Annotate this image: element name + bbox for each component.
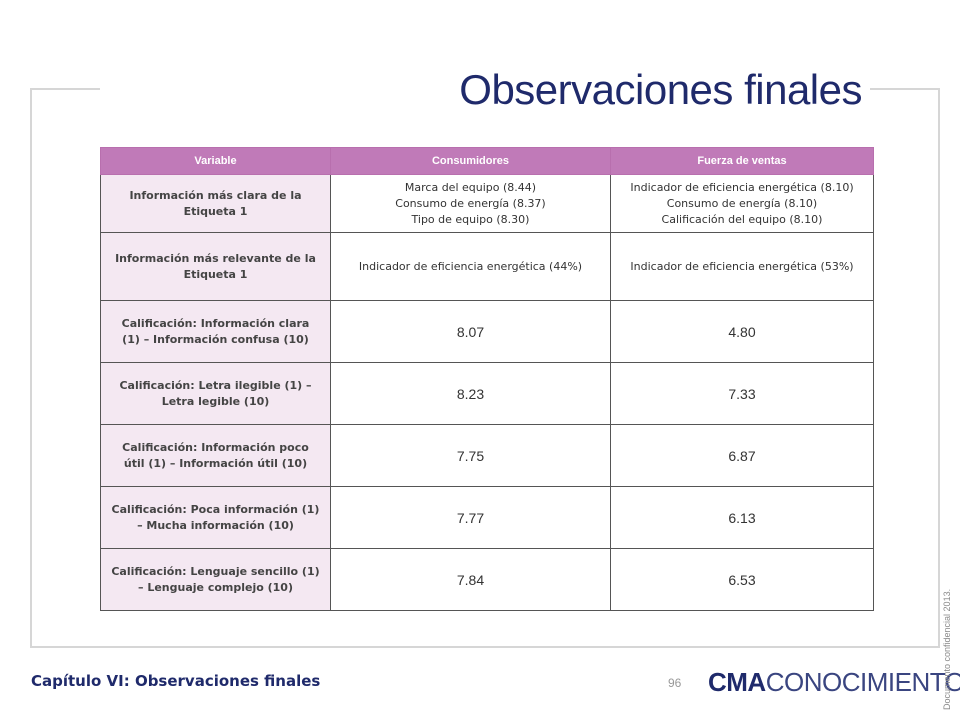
header-fuerza-de-ventas: Fuerza de ventas <box>610 147 874 175</box>
page-title: Observaciones finales <box>459 66 862 113</box>
variable-line: Calificación: Poca información (1) <box>111 502 320 516</box>
consumidores-value: 7.77 <box>330 486 611 549</box>
logo-bold-text: CMA <box>708 667 766 697</box>
consumidores-line: Marca del equipo (8.44) <box>404 180 537 194</box>
header-consumidores: Consumidores <box>330 147 611 175</box>
fuerza-value: 6.13 <box>610 486 874 549</box>
variable-line: Etiqueta 1 <box>183 267 248 281</box>
variable-cell: Calificación: Información clara (1) – In… <box>100 300 331 363</box>
variable-line: Calificación: Información poco <box>122 440 309 454</box>
variable-line: Calificación: Lenguaje sencillo (1) <box>111 564 320 578</box>
consumidores-cell: Indicador de eficiencia energética (44%) <box>330 232 611 301</box>
variable-line: útil (1) – Información útil (10) <box>123 456 308 470</box>
variable-line: Calificación: Información clara <box>121 316 310 330</box>
variable-line: Información más relevante de la <box>115 251 316 265</box>
fuerza-value: 6.53 <box>610 548 874 611</box>
consumidores-value: 8.07 <box>330 300 611 363</box>
table-row: Calificación: Lenguaje sencillo (1) – Le… <box>100 548 874 611</box>
consumidores-line: Indicador de eficiencia energética (44%) <box>358 259 583 273</box>
consumidores-value: 7.84 <box>330 548 611 611</box>
consumidores-value: 7.75 <box>330 424 611 487</box>
fuerza-line: Consumo de energía (8.10) <box>666 196 818 210</box>
variable-line: – Lenguaje complejo (10) <box>138 580 293 594</box>
consumidores-line: Tipo de equipo (8.30) <box>411 212 530 226</box>
table-row: Información más relevante de la Etiqueta… <box>100 232 874 301</box>
variable-cell: Calificación: Letra ilegible (1) – Letra… <box>100 362 331 425</box>
table-header-row: Variable Consumidores Fuerza de ventas <box>100 147 874 175</box>
fuerza-line: Indicador de eficiencia energética (8.10… <box>630 180 854 194</box>
table-row: Calificación: Poca información (1) – Muc… <box>100 486 874 549</box>
results-table: Variable Consumidores Fuerza de ventas I… <box>100 147 874 611</box>
variable-line: (1) – Información confusa (10) <box>122 332 309 346</box>
variable-cell: Calificación: Lenguaje sencillo (1) – Le… <box>100 548 331 611</box>
fuerza-line: Calificación del equipo (8.10) <box>661 212 823 226</box>
variable-cell: Información más relevante de la Etiqueta… <box>100 232 331 301</box>
fuerza-value: 4.80 <box>610 300 874 363</box>
variable-cell: Calificación: Poca información (1) – Muc… <box>100 486 331 549</box>
fuerza-value: 7.33 <box>610 362 874 425</box>
fuerza-cell: Indicador de eficiencia energética (8.10… <box>610 174 874 233</box>
header-variable: Variable <box>100 147 331 175</box>
page-number: 96 <box>668 676 682 690</box>
chapter-footer: Capítulo VI: Observaciones finales <box>31 672 321 690</box>
consumidores-value: 8.23 <box>330 362 611 425</box>
consumidores-line: Consumo de energía (8.37) <box>395 196 546 210</box>
fuerza-value: 6.87 <box>610 424 874 487</box>
variable-line: Calificación: Letra ilegible (1) – <box>119 378 312 392</box>
logo-light-text: CONOCIMIENTO <box>765 667 960 697</box>
cma-logo: CMACONOCIMIENTO <box>708 667 960 698</box>
table-row: Información más clara de la Etiqueta 1 M… <box>100 174 874 233</box>
variable-line: Letra legible (10) <box>161 394 270 408</box>
variable-line: Información más clara de la <box>129 188 302 202</box>
variable-cell: Calificación: Información poco útil (1) … <box>100 424 331 487</box>
title-background <box>100 62 870 118</box>
table-row: Calificación: Letra ilegible (1) – Letra… <box>100 362 874 425</box>
confidential-notice: Documento confidencial 2013. <box>942 588 952 710</box>
table-row: Calificación: Información poco útil (1) … <box>100 424 874 487</box>
variable-cell: Información más clara de la Etiqueta 1 <box>100 174 331 233</box>
fuerza-line: Indicador de eficiencia energética (53%) <box>630 259 854 273</box>
variable-line: – Mucha información (10) <box>137 518 294 532</box>
consumidores-cell: Marca del equipo (8.44) Consumo de energ… <box>330 174 611 233</box>
fuerza-cell: Indicador de eficiencia energética (53%) <box>610 232 874 301</box>
table-row: Calificación: Información clara (1) – In… <box>100 300 874 363</box>
variable-line: Etiqueta 1 <box>183 204 248 218</box>
